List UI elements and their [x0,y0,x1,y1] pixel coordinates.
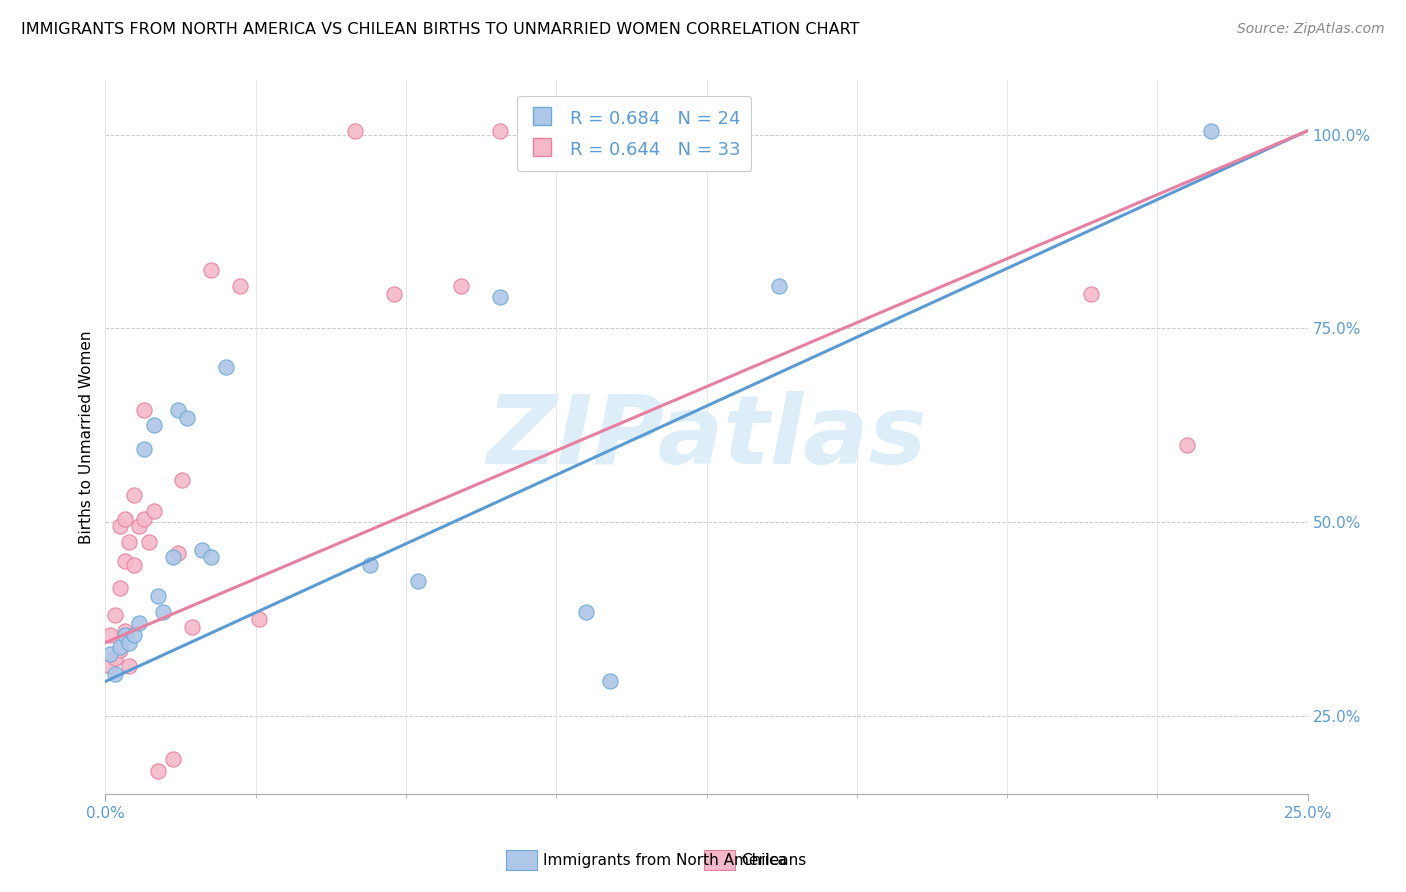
Y-axis label: Births to Unmarried Women: Births to Unmarried Women [79,330,94,544]
Point [118,635,141,649]
Point [162,752,184,766]
Point [142,418,165,433]
Point [1201,124,1223,138]
Point [98,659,121,673]
Point [108,582,131,596]
Point [104,651,127,665]
Point [162,550,184,565]
Point [247,612,270,626]
Point [488,290,510,304]
Point [148,589,170,603]
Point [124,488,146,502]
Point [114,624,136,638]
Text: Chileans: Chileans [741,854,806,868]
Text: Source: ZipAtlas.com: Source: ZipAtlas.com [1237,22,1385,37]
Text: IMMIGRANTS FROM NORTH AMERICA VS CHILEAN BIRTHS TO UNMARRIED WOMEN CORRELATION C: IMMIGRANTS FROM NORTH AMERICA VS CHILEAN… [21,22,859,37]
Text: Immigrants from North America: Immigrants from North America [543,854,786,868]
Point [172,473,194,487]
Point [132,403,155,417]
Point [104,608,127,623]
Point [214,360,236,375]
Point [114,511,136,525]
Point [108,519,131,533]
Point [166,546,188,560]
Point [768,278,790,293]
Point [124,558,146,572]
Point [200,550,222,565]
Point [229,278,252,293]
Point [599,674,621,689]
Point [148,764,170,778]
Point [132,511,155,525]
Point [190,542,212,557]
Point [166,403,188,417]
Point [108,643,131,657]
Point [118,659,141,673]
Point [98,647,121,661]
Point [128,616,150,631]
Point [450,278,472,293]
Point [181,620,204,634]
Point [138,534,160,549]
Point [114,628,136,642]
Point [575,605,598,619]
Point [114,554,136,568]
Point [359,558,381,572]
Point [124,628,146,642]
Point [488,124,510,138]
Point [128,519,150,533]
Point [142,504,165,518]
Text: ZIPatlas: ZIPatlas [486,391,927,483]
Point [118,534,141,549]
Point [382,286,405,301]
Point [108,640,131,654]
Point [1080,286,1102,301]
Point [132,442,155,456]
Point [104,666,127,681]
Legend: R = 0.684   N = 24, R = 0.644   N = 33: R = 0.684 N = 24, R = 0.644 N = 33 [517,96,751,171]
Point [152,605,174,619]
Point [98,628,121,642]
Point [344,124,367,138]
Point [176,410,198,425]
Point [200,263,222,277]
Point [1175,438,1198,452]
Point [406,574,429,588]
